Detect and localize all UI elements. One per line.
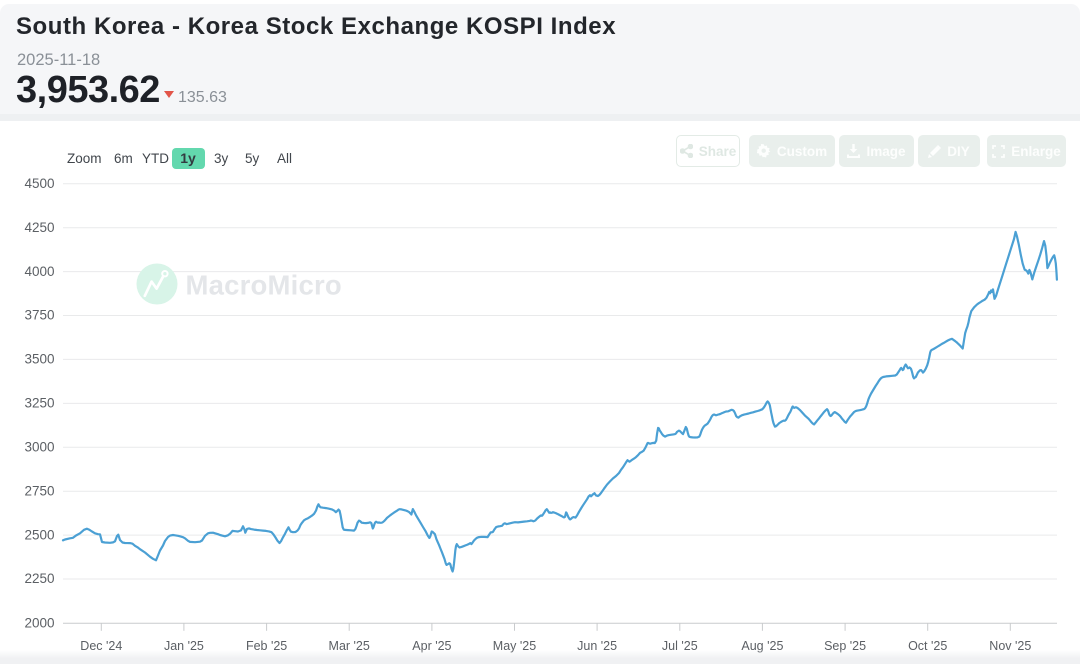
svg-text:May '25: May '25: [493, 639, 536, 653]
svg-text:4250: 4250: [24, 220, 54, 235]
svg-text:Nov '25: Nov '25: [989, 639, 1031, 653]
svg-text:Sep '25: Sep '25: [824, 639, 866, 653]
svg-text:2500: 2500: [24, 527, 54, 542]
svg-text:Jan '25: Jan '25: [164, 639, 204, 653]
svg-text:3750: 3750: [24, 308, 54, 323]
svg-text:2250: 2250: [24, 571, 54, 586]
svg-text:Feb '25: Feb '25: [246, 639, 287, 653]
svg-text:3000: 3000: [24, 440, 54, 455]
svg-text:Mar '25: Mar '25: [329, 639, 370, 653]
svg-text:Jul '25: Jul '25: [662, 639, 698, 653]
svg-text:4500: 4500: [24, 176, 54, 191]
svg-text:4000: 4000: [24, 264, 54, 279]
svg-text:Dec '24: Dec '24: [80, 639, 122, 653]
svg-text:2750: 2750: [24, 483, 54, 498]
svg-text:Oct '25: Oct '25: [908, 639, 947, 653]
svg-text:MacroMicro: MacroMicro: [186, 270, 342, 301]
svg-text:Apr '25: Apr '25: [412, 639, 451, 653]
svg-text:2000: 2000: [24, 616, 54, 631]
svg-text:Jun '25: Jun '25: [577, 639, 617, 653]
svg-text:Aug '25: Aug '25: [741, 639, 783, 653]
svg-text:3500: 3500: [24, 352, 54, 367]
svg-text:3250: 3250: [24, 396, 54, 411]
